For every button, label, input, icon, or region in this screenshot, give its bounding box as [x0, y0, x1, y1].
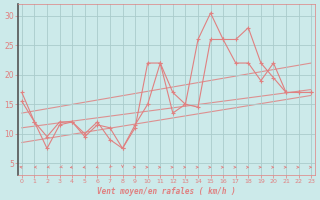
- X-axis label: Vent moyen/en rafales ( km/h ): Vent moyen/en rafales ( km/h ): [97, 187, 236, 196]
